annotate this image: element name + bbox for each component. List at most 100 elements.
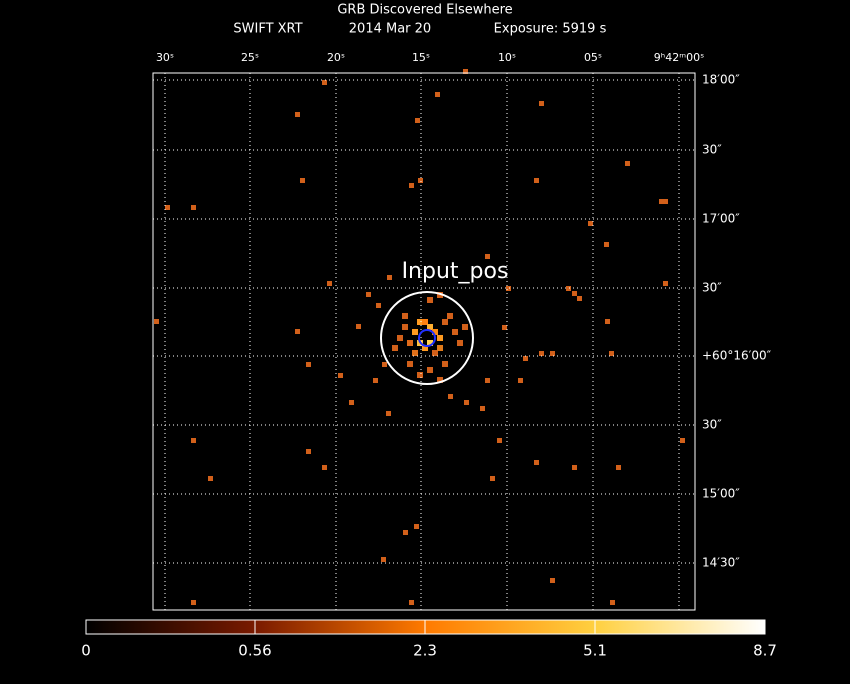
photon-pixel xyxy=(680,438,685,443)
source-pixel xyxy=(422,345,428,351)
photon-pixel xyxy=(338,373,343,378)
photon-pixel xyxy=(550,351,555,356)
photon-pixel xyxy=(506,286,511,291)
dec-label: 15′00″ xyxy=(702,487,740,501)
photon-pixel xyxy=(588,221,593,226)
photon-pixel xyxy=(208,476,213,481)
source-pixel xyxy=(432,350,438,356)
source-pixel xyxy=(442,361,448,367)
photon-pixel xyxy=(497,438,502,443)
source-pixel xyxy=(427,324,433,330)
photon-pixel xyxy=(463,69,468,74)
dec-label: 30″ xyxy=(702,281,722,295)
ra-label: 30ˢ xyxy=(156,51,174,64)
photon-pixel xyxy=(381,557,386,562)
source-pixel xyxy=(457,340,463,346)
source-pixel xyxy=(412,329,418,335)
ra-label: 05ˢ xyxy=(584,51,602,64)
source-pixel xyxy=(417,319,423,325)
source-pixel xyxy=(417,372,423,378)
colorbar-ticks xyxy=(85,620,766,634)
source-label: Input_pos xyxy=(402,259,509,284)
dec-label: +60°16′00″ xyxy=(702,349,772,363)
source-pixel xyxy=(397,335,403,341)
photon-pixel xyxy=(295,112,300,117)
photon-pixel xyxy=(534,178,539,183)
source-pixel xyxy=(407,361,413,367)
coordinate-grid xyxy=(153,73,695,610)
photon-pixel xyxy=(382,362,387,367)
photon-pixel xyxy=(376,303,381,308)
title: GRB Discovered Elsewhere xyxy=(337,3,512,18)
date: 2014 Mar 20 xyxy=(349,22,431,37)
source-pixel xyxy=(427,340,433,346)
colorbar-label: 0.56 xyxy=(238,642,271,660)
photon-pixel xyxy=(604,242,609,247)
photon-pixel xyxy=(566,286,571,291)
photon-pixel xyxy=(349,400,354,405)
photon-pixel xyxy=(306,449,311,454)
exposure: Exposure: 5919 s xyxy=(494,22,607,37)
ra-label: 25ˢ xyxy=(241,51,259,64)
photon-pixel xyxy=(663,199,668,204)
photon-pixel xyxy=(464,400,469,405)
photon-pixel xyxy=(502,325,507,330)
photon-pixel xyxy=(523,356,528,361)
photon-pixel xyxy=(659,199,664,204)
photon-pixel xyxy=(191,205,196,210)
ra-label: 20ˢ xyxy=(327,51,345,64)
photon-pixel xyxy=(165,205,170,210)
photon-pixel xyxy=(539,101,544,106)
dec-label: 18′00″ xyxy=(702,73,740,87)
photon-pixel xyxy=(605,319,610,324)
source-pixel xyxy=(452,329,458,335)
photon-pixel xyxy=(448,394,453,399)
photon-pixel xyxy=(373,378,378,383)
photon-pixel xyxy=(366,292,371,297)
photon-pixel xyxy=(663,281,668,286)
photon-pixel xyxy=(409,600,414,605)
ra-label: 10ˢ xyxy=(498,51,516,64)
photon-pixel xyxy=(625,161,630,166)
photon-pixel xyxy=(191,600,196,605)
photon-pixel xyxy=(386,411,391,416)
photon-pixel xyxy=(435,92,440,97)
source-pixel xyxy=(432,329,438,335)
photon-pixel xyxy=(306,362,311,367)
photon-pixel xyxy=(191,438,196,443)
photon-pixel xyxy=(418,178,423,183)
photon-pixel xyxy=(490,476,495,481)
photon-pixel xyxy=(550,578,555,583)
photon-pixel xyxy=(534,460,539,465)
source-pixel xyxy=(462,324,468,330)
source-pixel xyxy=(427,367,433,373)
colorbar-label: 8.7 xyxy=(753,642,777,660)
dec-label: 30″ xyxy=(702,418,722,432)
source-pixel xyxy=(392,345,398,351)
ra-label: 9ʰ42ᵐ00ˢ xyxy=(654,51,704,64)
photon-pixel xyxy=(539,351,544,356)
frame xyxy=(152,72,696,611)
photon-pixel xyxy=(572,465,577,470)
photon-pixel xyxy=(387,275,392,280)
ra-label: 15ˢ xyxy=(412,51,430,64)
dec-label: 30″ xyxy=(702,143,722,157)
source-pixel xyxy=(437,335,443,341)
colorbar-label: 5.1 xyxy=(583,642,607,660)
source-pixel xyxy=(437,377,443,383)
counts xyxy=(154,69,685,605)
source-pixel xyxy=(407,340,413,346)
source-pixel xyxy=(442,319,448,325)
photon-pixel xyxy=(616,465,621,470)
photon-pixel xyxy=(322,465,327,470)
instrument: SWIFT XRT xyxy=(233,22,302,37)
photon-pixel xyxy=(485,254,490,259)
photon-pixel xyxy=(415,118,420,123)
dec-label: 17′00″ xyxy=(702,212,740,226)
source-pixel xyxy=(437,345,443,351)
photon-pixel xyxy=(322,80,327,85)
source-pixel xyxy=(437,292,443,298)
photon-pixel xyxy=(485,378,490,383)
photon-pixel xyxy=(577,296,582,301)
